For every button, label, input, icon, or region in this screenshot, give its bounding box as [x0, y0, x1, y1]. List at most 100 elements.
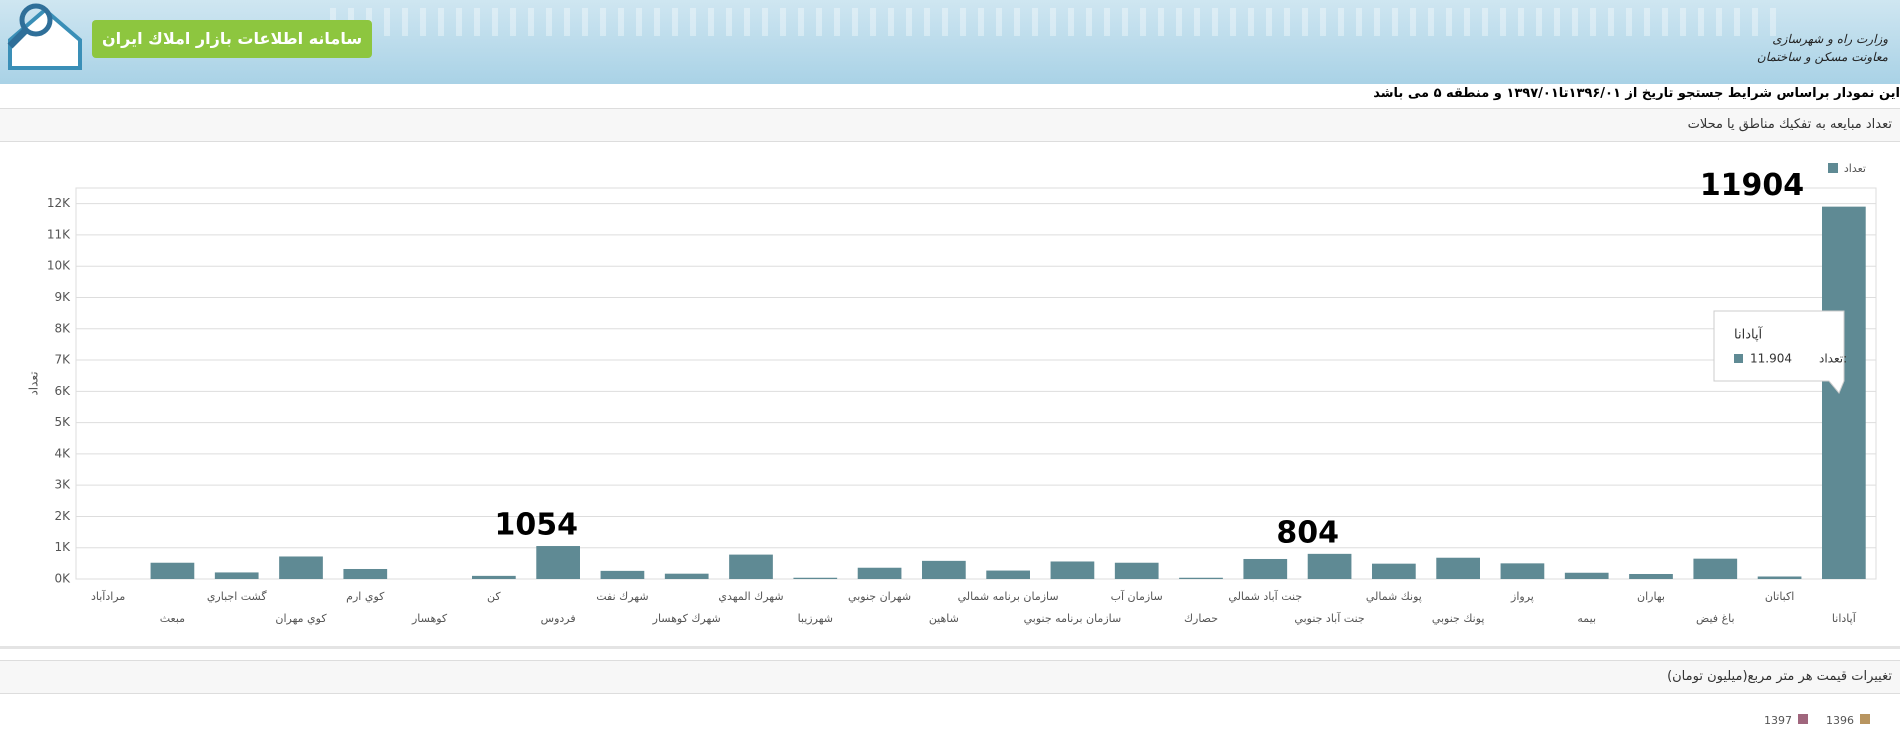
bar	[536, 546, 580, 579]
legend-swatch	[1828, 163, 1838, 173]
x-tick-label: شهرزيبا	[798, 612, 833, 625]
legend-label: تعداد	[1844, 162, 1866, 175]
tooltip: آپادانا تعداد: 11.904	[1713, 310, 1847, 394]
ministry-line: معاونت مسکن و ساختمان	[1756, 50, 1888, 64]
bar	[986, 570, 1030, 579]
x-tick-label: بيمه	[1577, 612, 1596, 625]
bar	[1436, 557, 1480, 579]
legend-item[interactable]: 1396	[1826, 714, 1870, 727]
bar	[1500, 563, 1545, 579]
divider	[0, 646, 1900, 649]
y-tick-label: 1K	[54, 540, 71, 554]
x-tick-label: كن	[487, 590, 501, 603]
x-tick-label: شاهين	[929, 612, 959, 625]
bar	[1114, 562, 1159, 579]
bar	[857, 567, 902, 579]
y-tick-label: 12K	[47, 196, 71, 210]
y-tick-label: 2K	[54, 509, 71, 523]
bar	[922, 560, 966, 579]
search-description: اين نمودار براساس شرايط جستجو تاريخ از ۱…	[1373, 86, 1900, 101]
panel-title: تغييرات قيمت هر متر مربع(ميليون تومان)	[1667, 669, 1892, 684]
y-tick-label: 6K	[54, 384, 71, 398]
x-tick-label: سازمان آب	[1111, 589, 1163, 603]
bar	[1179, 577, 1223, 579]
bar	[664, 573, 709, 579]
bar	[1243, 558, 1288, 579]
x-tick-label: گشت اجباري	[207, 590, 268, 603]
x-tick-label: مرادآباد	[91, 589, 125, 603]
panel-title: تعداد مبايعه به تفكيك مناطق يا محلات	[1687, 117, 1892, 132]
x-tick-label: حصارك	[1184, 612, 1218, 625]
ministry-line: وزارت راه و شهرسازی	[1772, 32, 1888, 46]
bar	[1629, 573, 1673, 579]
bar	[472, 575, 516, 579]
data-label: 11904	[1700, 168, 1804, 203]
y-tick-label: 10K	[47, 259, 71, 273]
y-tick-label: 7K	[54, 353, 71, 367]
x-tick-label: سازمان برنامه شمالي	[958, 590, 1059, 603]
y-tick-label: 3K	[54, 478, 71, 492]
panel-header: تعداد مبايعه به تفكيك مناطق يا محلات	[0, 108, 1900, 142]
bar	[214, 572, 259, 579]
x-tick-label: شهرك نفت	[596, 590, 648, 603]
bar	[793, 577, 838, 579]
data-label: 804	[1276, 515, 1339, 550]
bar	[1757, 576, 1802, 579]
y-tick-label: 9K	[54, 290, 71, 304]
bar	[1564, 572, 1609, 579]
x-tick-label: كوهسار	[411, 612, 448, 625]
bar	[150, 562, 195, 579]
logo-icon	[7, 3, 82, 70]
x-tick-label: جنت آباد جنوبي	[1294, 611, 1364, 625]
bar	[1050, 561, 1095, 579]
x-tick-label: شهران جنوبي	[848, 590, 911, 603]
y-tick-label: 4K	[54, 446, 71, 460]
bar	[1372, 563, 1416, 579]
y-tick-label: 8K	[54, 321, 71, 335]
x-tick-label: پونك جنوبي	[1432, 612, 1485, 625]
x-tick-label: سازمان برنامه جنوبي	[1024, 612, 1122, 625]
plot-area	[75, 187, 1877, 580]
bar	[600, 570, 645, 579]
bar	[1693, 558, 1738, 579]
legend-label: 1396	[1826, 714, 1854, 727]
x-tick-label: شهرك كوهسار	[652, 612, 721, 625]
x-tick-label: جنت آباد شمالي	[1228, 589, 1302, 603]
bar	[279, 556, 323, 579]
bar	[1822, 206, 1866, 579]
tooltip-label: تعداد:	[1819, 352, 1847, 366]
skyline	[330, 8, 1780, 36]
tooltip-box	[1713, 310, 1845, 394]
x-tick-label: پرواز	[1510, 590, 1534, 603]
data-label: 1054	[495, 508, 579, 543]
x-tick-label: فردوس	[541, 612, 576, 625]
y-tick-label: 5K	[54, 415, 71, 429]
tooltip-value: 11.904	[1750, 352, 1792, 366]
bar	[729, 554, 773, 579]
x-tick-label: شهرك المهدي	[718, 590, 783, 603]
legend-swatch	[1860, 714, 1870, 724]
legend-item[interactable]: 1397	[1764, 714, 1808, 727]
x-tick-label: اكباتان	[1765, 590, 1794, 603]
y-axis-title: تعداد	[27, 371, 41, 395]
site-title[interactable]: سامانه اطلاعات بازار املاك ايران	[92, 20, 373, 58]
legend: 1397 1396	[1764, 714, 1870, 727]
chart: 0K 1K 2K 3K 4K 5K 6K 7K 8K 9K 10K 11K 12K تعداد مرادآب…	[27, 162, 1877, 625]
x-tick-label: كوي مهران	[275, 612, 327, 625]
x-tick-label: باغ فيض	[1696, 612, 1735, 625]
panel-header: تغييرات قيمت هر متر مربع(ميليون تومان)	[0, 660, 1900, 694]
x-tick-label: بهاران	[1637, 590, 1665, 603]
x-tick-label: آپادانا	[1832, 611, 1857, 625]
bar	[1307, 553, 1352, 579]
y-tick-label: 0K	[54, 572, 71, 586]
legend-label: 1397	[1764, 714, 1792, 727]
x-tick-label: مبعث	[160, 612, 185, 625]
y-tick-label: 11K	[47, 227, 71, 241]
x-tick-label: كوي ارم	[346, 590, 385, 603]
x-tick-label: پونك شمالي	[1366, 590, 1422, 603]
tooltip-title: آپادانا	[1734, 326, 1764, 343]
bar	[343, 568, 388, 579]
header: سامانه اطلاعات بازار املاك ايران وزارت ر…	[0, 0, 1900, 84]
tooltip-swatch	[1734, 354, 1743, 363]
